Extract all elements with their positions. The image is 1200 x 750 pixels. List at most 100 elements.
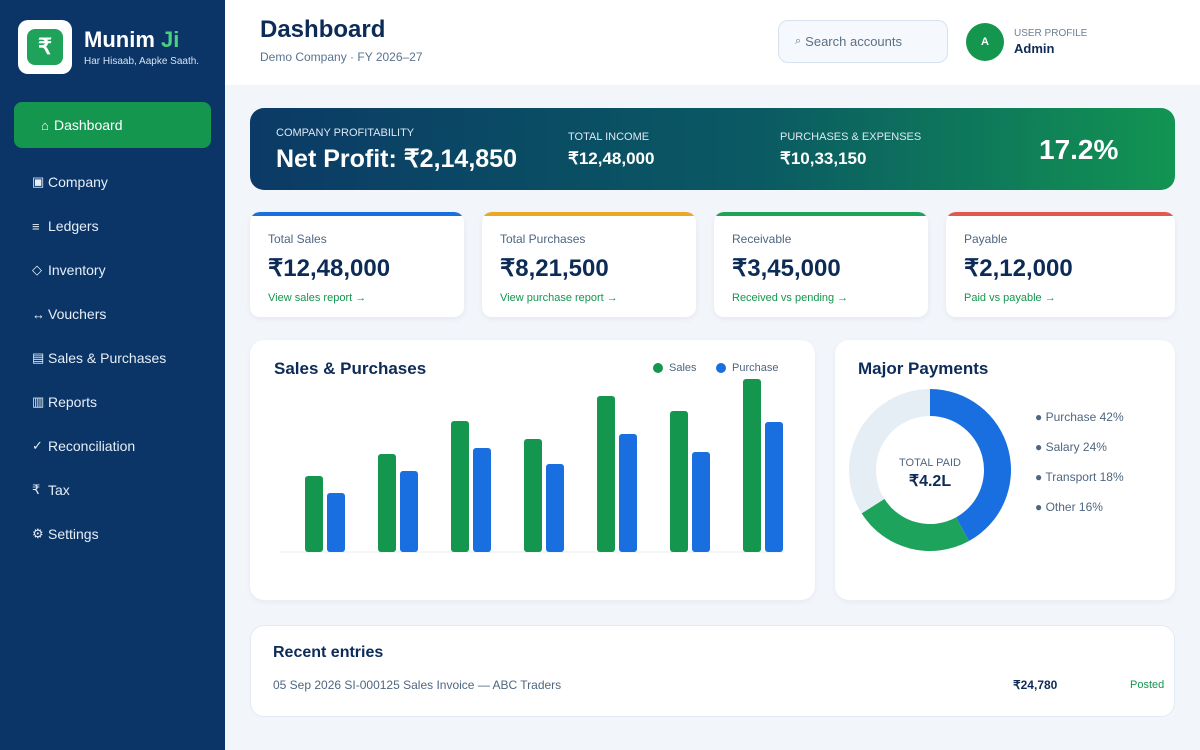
stat-card-total-sales: Total Sales ₹12,48,000 View sales report… [250,212,464,317]
brand-name-main: Munim [84,27,155,52]
sales-bar-5 [597,396,615,552]
page-title: Dashboard [260,16,386,43]
major-payments-donut-chart: TOTAL PAID ₹4.2L [849,389,1011,551]
paid-vs-payable-link[interactable]: Paid vs payable → [964,292,1056,304]
top-header: Dashboard Demo Company · FY 2026–27 ⌕ A … [225,0,1200,85]
view-purchase-report-link[interactable]: View purchase report → [500,292,618,304]
profit-margin: 17.2% [1039,134,1119,165]
income-caption: TOTAL INCOME [568,131,650,143]
brand: ₹ Munim Ji Har Hisaab, Aapke Saath. [18,20,199,74]
user-text: USER PROFILE Admin [1014,28,1087,56]
sidebar-item-sales-purchases[interactable]: ▤ Sales & Purchases [14,336,211,380]
legend-item-other: ● Other 16% [1035,500,1103,514]
sales-bar-3 [451,421,469,552]
check-icon: ✓ [32,438,43,453]
home-icon: ⌂ [41,117,49,133]
sidebar-item-label: Inventory [48,262,106,278]
expense-value: ₹10,33,150 [780,149,867,168]
sales-bar-7 [743,379,761,552]
sidebar-item-settings[interactable]: ⚙ Settings [14,512,211,556]
purchase-bar-4 [546,464,564,552]
sales-bar-6 [670,411,688,552]
card-label: Receivable [732,232,792,246]
brand-name-accent: Ji [161,27,180,52]
donut-legend: ● Purchase 42% ● Salary 24% ● Transport … [1035,410,1124,530]
card-value: ₹12,48,000 [268,255,391,282]
sales-bar-2 [378,454,396,552]
profit-caption: COMPANY PROFITABILITY [276,127,415,139]
sidebar-item-tax[interactable]: ₹ Tax [14,468,211,512]
card-label: Payable [964,232,1008,246]
major-payments-panel: Major Payments TOTAL PAID ₹4.2L ● Purcha… [835,340,1175,600]
building-icon: ▣ [32,174,45,189]
view-sales-report-link[interactable]: View sales report → [268,292,367,304]
recent-entries-title: Recent entries [273,644,384,661]
donut-group [849,389,1011,551]
page-subtitle: Demo Company · FY 2026–27 [260,50,423,64]
search-input[interactable] [805,34,926,49]
card-label: Total Sales [268,232,327,246]
sidebar-item-company[interactable]: ▣ Company [14,160,211,204]
user-profile[interactable]: A USER PROFILE Admin [966,23,1087,61]
user-name: Admin [1014,41,1055,56]
search-box[interactable]: ⌕ [778,20,948,63]
purchase-bar-3 [473,448,491,552]
legend-purchase-label: Purchase [732,362,779,374]
sidebar-item-reports[interactable]: ▥ Reports [14,380,211,424]
user-profile-label: USER PROFILE [1014,28,1088,39]
donut-slice-purchase [930,389,1011,541]
status-badge: Posted [1130,679,1165,691]
profit-banner: COMPANY PROFITABILITY Net Profit: ₹2,14,… [250,108,1175,190]
sidebar-item-vouchers[interactable]: ↔ Vouchers [14,292,211,336]
sidebar-item-dashboard[interactable]: ⌂ Dashboard [14,102,211,148]
sidebar-item-label: Tax [48,482,70,498]
avatar[interactable]: A [966,23,1004,61]
entry-description[interactable]: 05 Sep 2026 SI-000125 Sales Invoice — AB… [273,678,562,692]
card-accent-bar [250,212,464,216]
sales-purchases-title: Sales & Purchases [274,359,427,378]
purchase-bar-5 [619,434,637,552]
search-icon: ⌕ [795,35,802,47]
brand-text: Munim Ji Har Hisaab, Aapke Saath. [84,27,199,67]
major-payments-title: Major Payments [858,359,989,378]
sidebar: ₹ Munim Ji Har Hisaab, Aapke Saath. ⌂ Da… [0,0,225,750]
purchase-bar-7 [765,422,783,552]
purchase-bar-6 [692,452,710,552]
sidebar-item-ledgers[interactable]: ≡ Ledgers [14,204,211,248]
sidebar-item-label: Sales & Purchases [48,350,167,366]
donut-center-value: ₹4.2L [909,473,951,490]
legend-sales-label: Sales [669,362,697,374]
purchase-bar-2 [400,471,418,552]
stat-card-receivable: Receivable ₹3,45,000 Received vs pending… [714,212,928,317]
purchase-bar-1 [327,493,345,552]
sidebar-item-reconciliation[interactable]: ✓ Reconciliation [14,424,211,468]
rupee-icon: ₹ [32,482,41,497]
sidebar-item-label: Reports [48,394,98,410]
report-icon: ▥ [32,394,45,409]
card-value: ₹3,45,000 [732,255,841,282]
net-profit-value: Net Profit: ₹2,14,850 [276,145,517,173]
box-icon: ◇ [32,262,42,277]
sidebar-item-label: Dashboard [54,117,123,133]
expense-caption: PURCHASES & EXPENSES [780,131,922,143]
legend-item-transport: ● Transport 18% [1035,470,1124,484]
logo[interactable]: ₹ [18,20,72,74]
sales-purchases-panel: Sales & Purchases Sales Purchase [250,340,815,600]
list-icon: ≡ [32,218,40,234]
sales-legend-dot [653,363,663,373]
bar-group [305,379,783,552]
received-vs-pending-link[interactable]: Received vs pending → [732,292,849,304]
sales-purchases-bar-chart [280,379,785,553]
stat-card-total-purchases: Total Purchases ₹8,21,500 View purchase … [482,212,696,317]
legend-purchase: Purchase [716,362,778,374]
brand-name: Munim Ji [84,27,199,53]
sidebar-item-inventory[interactable]: ◇ Inventory [14,248,211,292]
donut-slice-other [861,389,930,442]
card-accent-bar [946,212,1175,216]
rupee-logo-icon: ₹ [27,29,63,65]
sidebar-item-label: Ledgers [48,218,99,234]
donut-center-caption: TOTAL PAID [899,457,961,469]
card-value: ₹2,12,000 [964,255,1073,282]
sidebar-item-label: Reconciliation [48,438,136,454]
donut-slice-transport [849,426,885,514]
